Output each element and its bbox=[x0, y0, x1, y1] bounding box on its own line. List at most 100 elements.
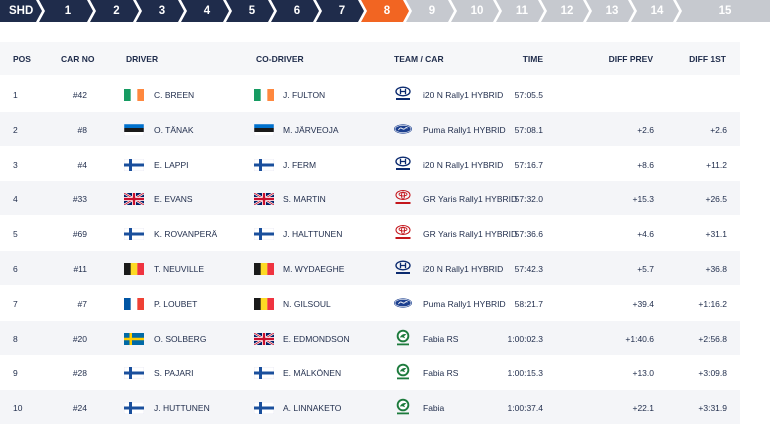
row-co-driver[interactable]: J. FULTON bbox=[283, 90, 326, 100]
finland-flag bbox=[124, 228, 144, 241]
row-time: 1:00:37.4 bbox=[507, 403, 543, 414]
table-row[interactable]: 4 #33 E. EVANS S. MARTIN GR Yaris Rally1… bbox=[0, 181, 740, 216]
row-driver[interactable]: O. SOLBERG bbox=[154, 333, 207, 344]
tab-stage-8[interactable]: 8 bbox=[361, 0, 409, 22]
row-pos: 9 bbox=[13, 368, 18, 379]
row-co-driver[interactable]: E. EDMONDSON bbox=[283, 333, 350, 344]
tab-stage-12[interactable]: 12 bbox=[541, 0, 589, 22]
finland-flag bbox=[124, 402, 144, 415]
header-diff-prev: DIFF PREV bbox=[608, 54, 653, 64]
row-car-no: #69 bbox=[72, 229, 87, 240]
row-driver[interactable]: E. LAPPI bbox=[154, 159, 189, 170]
table-row[interactable]: 8 #20 O. SOLBERG E. EDMONDSON Fabia RS 1… bbox=[0, 320, 740, 355]
row-driver[interactable]: K. ROVANPERÄ bbox=[154, 229, 218, 240]
tab-stage-1[interactable]: 1 bbox=[39, 0, 93, 22]
tab-stage-13[interactable]: 13 bbox=[586, 0, 634, 22]
row-co-driver[interactable]: N. GILSOUL bbox=[283, 298, 331, 309]
tab-stage-15[interactable]: 15 bbox=[676, 0, 770, 22]
table-row[interactable]: 3 #4 E. LAPPI J. FERM i20 N Rally1 HYBRI… bbox=[0, 146, 740, 181]
results-table-body: 1 #42 C. BREEN J. FULTON i20 N Rally1 HY… bbox=[0, 77, 740, 427]
belgium-flag bbox=[254, 297, 274, 310]
row-diff-first: +3:31.9 bbox=[698, 403, 727, 414]
table-row[interactable]: 7 #7 P. LOUBET N. GILSOUL Puma Rally1 HY… bbox=[0, 285, 740, 320]
tab-stage-11[interactable]: 11 bbox=[496, 0, 544, 22]
row-car-no: #8 bbox=[77, 124, 87, 135]
row-co-driver[interactable]: J. HALTTUNEN bbox=[283, 229, 343, 240]
row-diff-prev: +1:40.6 bbox=[625, 333, 654, 344]
row-co-driver[interactable]: M. WYDAEGHE bbox=[283, 264, 345, 274]
tab-stage-10[interactable]: 10 bbox=[451, 0, 499, 22]
row-pos: 2 bbox=[13, 124, 18, 135]
belgium-flag bbox=[124, 263, 144, 275]
row-time: 57:32.0 bbox=[514, 194, 543, 205]
tab-stage-6[interactable]: 6 bbox=[271, 0, 319, 22]
row-time: 1:00:15.3 bbox=[507, 368, 543, 379]
tab-stage-3[interactable]: 3 bbox=[136, 0, 184, 22]
row-time: 57:36.6 bbox=[514, 229, 543, 240]
ford-logo bbox=[393, 120, 413, 138]
tab-stage-2[interactable]: 2 bbox=[90, 0, 139, 22]
row-driver[interactable]: P. LOUBET bbox=[154, 298, 198, 309]
row-co-driver[interactable]: J. FERM bbox=[283, 159, 317, 170]
estonia-flag bbox=[124, 123, 144, 136]
row-diff-first: +2:56.8 bbox=[698, 333, 727, 344]
row-car-no: #4 bbox=[77, 159, 87, 170]
row-team-car: i20 N Rally1 HYBRID bbox=[423, 159, 504, 170]
row-driver[interactable]: O. TÄNAK bbox=[154, 124, 194, 135]
row-team-car: Fabia RS bbox=[423, 368, 459, 379]
row-driver[interactable]: S. PAJARI bbox=[154, 368, 194, 379]
header-team-car: TEAM / CAR bbox=[394, 54, 444, 64]
row-driver[interactable]: T. NEUVILLE bbox=[154, 264, 205, 274]
row-time: 57:08.1 bbox=[514, 124, 543, 135]
row-pos: 5 bbox=[13, 229, 18, 240]
table-row[interactable]: 1 #42 C. BREEN J. FULTON i20 N Rally1 HY… bbox=[0, 77, 740, 111]
tab-stage-4[interactable]: 4 bbox=[181, 0, 229, 22]
row-diff-prev: +13.0 bbox=[632, 368, 654, 379]
toyota-logo bbox=[393, 189, 413, 207]
tab-stage-14[interactable]: 14 bbox=[631, 0, 679, 22]
row-diff-prev: +15.3 bbox=[632, 194, 654, 205]
header-diff-first: DIFF 1ST bbox=[689, 54, 726, 64]
row-pos: 8 bbox=[13, 333, 18, 344]
row-co-driver[interactable]: E. MÄLKÖNEN bbox=[283, 368, 342, 379]
belgium-flag bbox=[254, 263, 274, 275]
tab-stage-5[interactable]: 5 bbox=[226, 0, 274, 22]
ireland-flag bbox=[254, 89, 274, 101]
row-driver[interactable]: J. HUTTUNEN bbox=[154, 403, 210, 414]
skoda-logo bbox=[393, 398, 413, 416]
france-flag bbox=[124, 297, 144, 310]
row-diff-prev: +2.6 bbox=[637, 124, 654, 135]
table-row[interactable]: 9 #28 S. PAJARI E. MÄLKÖNEN Fabia RS 1:0… bbox=[0, 355, 740, 390]
hyundai-logo bbox=[393, 259, 413, 277]
hyundai-logo bbox=[393, 85, 413, 103]
toyota-logo bbox=[393, 224, 413, 242]
row-diff-prev: +39.4 bbox=[632, 298, 654, 309]
row-time: 57:05.5 bbox=[514, 90, 543, 100]
uk-flag bbox=[254, 332, 274, 345]
row-diff-prev: +5.7 bbox=[637, 264, 654, 274]
row-co-driver[interactable]: S. MARTIN bbox=[283, 194, 326, 205]
table-row[interactable]: 6 #11 T. NEUVILLE M. WYDAEGHE i20 N Rall… bbox=[0, 251, 740, 285]
row-team-car: GR Yaris Rally1 HYBRID bbox=[423, 194, 518, 205]
row-team-car: i20 N Rally1 HYBRID bbox=[423, 90, 504, 100]
table-row[interactable]: 5 #69 K. ROVANPERÄ J. HALTTUNEN GR Yaris… bbox=[0, 216, 740, 251]
row-pos: 10 bbox=[13, 403, 23, 414]
uk-flag bbox=[124, 193, 144, 206]
row-driver[interactable]: E. EVANS bbox=[154, 194, 193, 205]
row-car-no: #28 bbox=[72, 368, 87, 379]
row-car-no: #33 bbox=[72, 194, 87, 205]
tab-shakedown[interactable]: SHD bbox=[0, 0, 42, 22]
table-row[interactable]: 10 #24 J. HUTTUNEN A. LINNAKETO Fabia 1:… bbox=[0, 390, 740, 425]
results-table-header: POS CAR NO DRIVER CO-DRIVER TEAM / CAR T… bbox=[0, 42, 740, 75]
row-time: 58:21.7 bbox=[514, 298, 543, 309]
row-driver[interactable]: C. BREEN bbox=[154, 90, 195, 100]
tab-stage-9[interactable]: 9 bbox=[406, 0, 454, 22]
row-co-driver[interactable]: M. JÄRVEOJA bbox=[283, 124, 339, 135]
table-row[interactable]: 2 #8 O. TÄNAK M. JÄRVEOJA Puma Rally1 HY… bbox=[0, 111, 740, 146]
row-co-driver[interactable]: A. LINNAKETO bbox=[283, 403, 342, 414]
row-team-car: Puma Rally1 HYBRID bbox=[423, 298, 506, 309]
finland-flag bbox=[124, 158, 144, 171]
row-diff-first: +3:09.8 bbox=[698, 368, 727, 379]
finland-flag bbox=[124, 367, 144, 380]
tab-stage-7[interactable]: 7 bbox=[316, 0, 364, 22]
